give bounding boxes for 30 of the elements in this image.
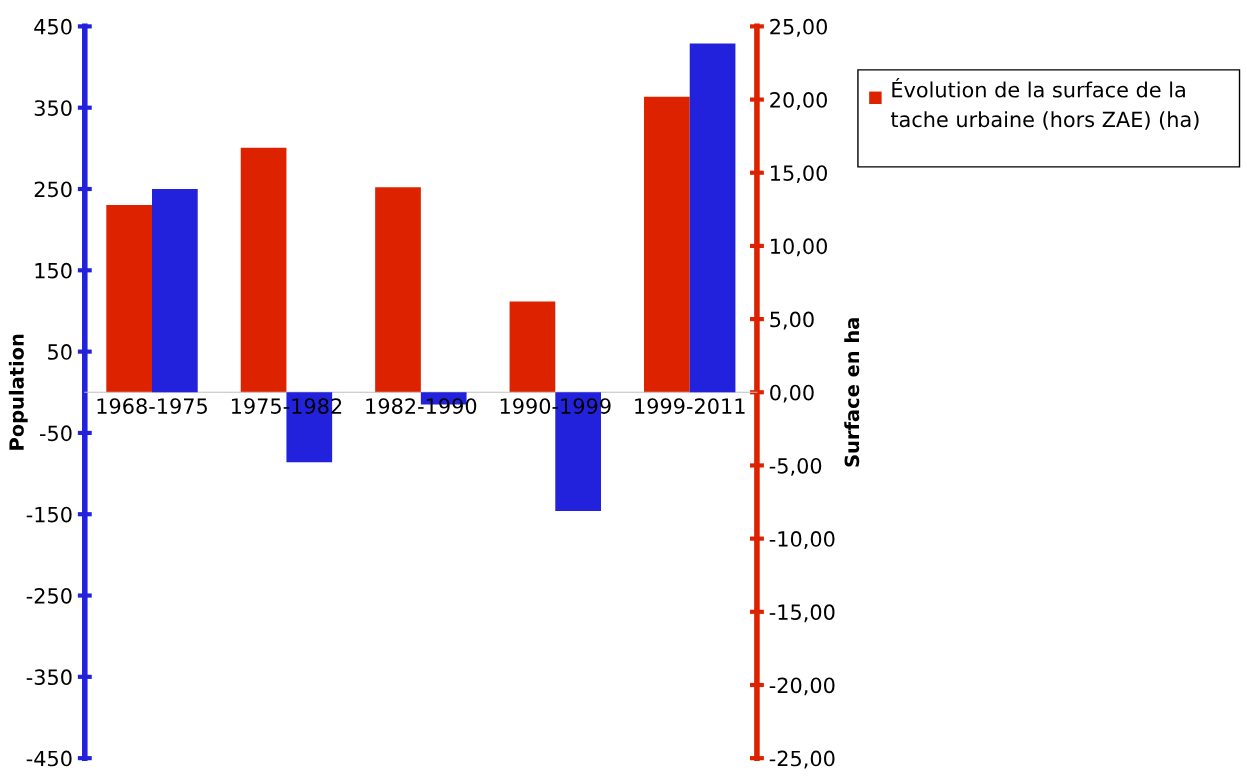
y-tick-label: 450 (34, 18, 72, 35)
y-tick-label: 350 (34, 100, 72, 116)
bar (240, 147, 287, 393)
y-axis-title: Population (8, 334, 28, 450)
x-tick-label: 1999-2011 (635, 398, 745, 414)
y2-tick-label: -10,00 (769, 531, 835, 549)
y-tick-label: 150 (35, 262, 72, 279)
y-tick-label: -350 (26, 669, 72, 686)
y-tick-label: -50 (39, 425, 72, 442)
y2-tick-label: -15,00 (769, 604, 835, 623)
y2-tick-label: 0,00 (770, 384, 814, 403)
y2-tick-label: 25,00 (770, 18, 827, 37)
y2-tick-label: 15,00 (771, 165, 827, 184)
y-tick-label: 250 (34, 181, 72, 198)
y2-tick-label: -20,00 (769, 677, 835, 696)
y-tick-label: -450 (26, 750, 72, 767)
y-tick-label: -250 (26, 587, 72, 604)
y2-axis-title: Surface en ha (844, 318, 860, 467)
y-tick-label: -150 (26, 506, 72, 523)
y2-tick-label: 5,00 (770, 311, 814, 330)
x-tick-label: 1982-1990 (366, 398, 477, 414)
y-tick-label: 50 (48, 344, 72, 360)
legend-label: Évolution de la surface de la tache urbaine (hors ZAE) (ha) (890, 78, 1199, 130)
y2-tick-label: -5,00 (769, 457, 822, 476)
x-tick-label: 1968-1975 (97, 398, 207, 414)
y2-tick-label: -25,00 (769, 750, 835, 769)
bar (509, 301, 556, 393)
bar (375, 187, 421, 393)
y2-tick-label: 10,00 (771, 238, 827, 257)
y2-tick-label: 20,00 (770, 92, 827, 110)
